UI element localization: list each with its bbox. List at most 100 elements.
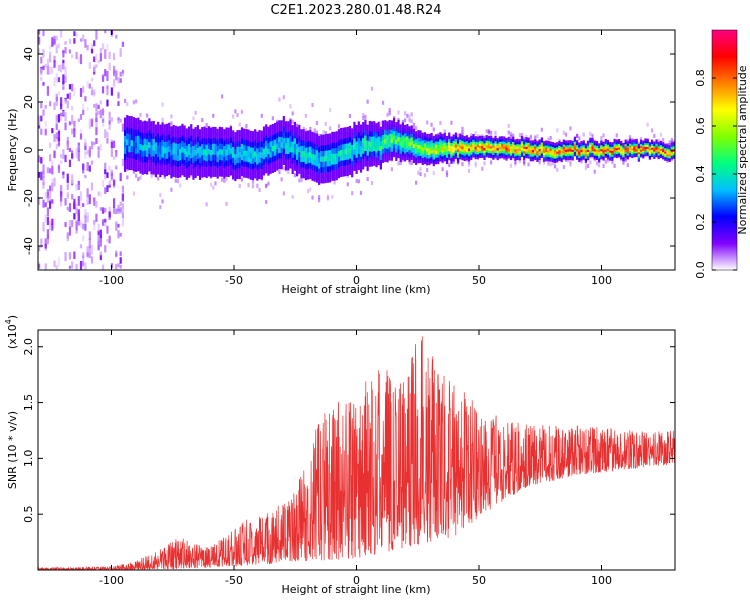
heatmap-cell (88, 231, 91, 240)
heatmap-cell (545, 151, 548, 155)
heatmap-cell (165, 141, 169, 148)
heatmap-cell (626, 143, 629, 146)
heatmap-cell (289, 151, 292, 158)
heatmap-cell (185, 139, 188, 146)
heatmap-cell (57, 143, 61, 147)
heatmap-cell (454, 132, 457, 137)
heatmap-cell (73, 38, 76, 44)
heatmap-cell (79, 219, 83, 228)
heatmap-cell (637, 147, 640, 151)
heatmap-cell (179, 131, 182, 138)
heatmap-cell (474, 148, 477, 152)
heatmap-cell (278, 163, 281, 170)
heatmap-cell (115, 34, 118, 39)
heatmap-cell (562, 150, 565, 154)
heatmap-cell (49, 66, 52, 75)
heatmap-cell (51, 218, 54, 225)
heatmap-cell (467, 155, 471, 159)
heatmap-cell (434, 137, 438, 142)
heatmap-cell (417, 133, 420, 138)
heatmap-cell (207, 142, 210, 149)
heatmap-cell (357, 179, 360, 184)
heatmap-cell (225, 132, 228, 139)
heatmap-cell (163, 174, 166, 179)
heatmap-cell (337, 166, 341, 173)
heatmap-cell (60, 104, 63, 110)
heatmap-cell (408, 126, 411, 131)
heatmap-cell (238, 122, 241, 127)
heatmap-cell (53, 35, 56, 46)
heatmap-cell (419, 144, 422, 149)
heatmap-cell (602, 147, 605, 151)
heatmap-cell (388, 133, 391, 139)
heatmap-cell (282, 153, 285, 160)
heatmap-cell (146, 113, 149, 118)
heatmap-cell (190, 124, 193, 131)
heatmap-cell (668, 157, 671, 161)
heatmap-cell (505, 140, 508, 144)
heatmap-cell (46, 58, 50, 66)
heatmap-cell (637, 159, 640, 162)
heatmap-cell (101, 180, 105, 188)
heatmap-cell (267, 169, 270, 176)
heatmap-cell (93, 64, 96, 72)
heatmap-cell (470, 146, 473, 150)
heatmap-cell (606, 153, 610, 157)
heatmap-cell (670, 149, 674, 153)
heatmap-cell (426, 161, 429, 166)
heatmap-cell (291, 152, 294, 158)
heatmap-cell (203, 143, 206, 150)
heatmap-cell (110, 141, 113, 148)
heatmap-cell (370, 121, 374, 127)
heatmap-cell (426, 144, 429, 149)
heatmap-cell (181, 135, 184, 142)
spectrogram-y-tick-label: 20 (22, 95, 35, 109)
heatmap-cell (540, 155, 543, 158)
heatmap-cell (595, 145, 599, 148)
heatmap-cell (298, 135, 301, 142)
heatmap-cell (384, 152, 387, 158)
heatmap-cell (417, 130, 420, 135)
heatmap-cell (38, 30, 41, 35)
heatmap-cell (82, 109, 85, 115)
heatmap-cell (659, 142, 663, 146)
heatmap-cell (293, 148, 296, 155)
heatmap-cell (617, 141, 621, 144)
heatmap-cell (214, 171, 217, 177)
heatmap-cell (214, 143, 217, 150)
heatmap-cell (368, 151, 371, 157)
heatmap-cell (423, 153, 427, 158)
heatmap-cell (315, 121, 319, 126)
heatmap-cell (553, 155, 557, 159)
heatmap-cell (313, 148, 316, 155)
heatmap-cell (443, 139, 446, 143)
heatmap-cell (126, 115, 129, 122)
heatmap-cell (366, 134, 369, 141)
heatmap-cell (362, 116, 365, 121)
heatmap-cell (426, 140, 429, 145)
heatmap-cell (662, 149, 665, 153)
heatmap-cell (364, 129, 367, 136)
heatmap-cell (525, 139, 528, 143)
heatmap-cell (368, 120, 371, 127)
heatmap-cell (146, 133, 149, 140)
heatmap-cell (415, 180, 418, 185)
heatmap-cell (185, 173, 188, 180)
heatmap-cell (201, 166, 204, 173)
heatmap-cell (132, 117, 136, 124)
heatmap-cell (258, 188, 261, 193)
heatmap-cell (529, 136, 532, 141)
heatmap-cell (315, 155, 319, 162)
heatmap-cell (514, 153, 517, 157)
heatmap-cell (448, 162, 451, 167)
heatmap-cell (648, 142, 651, 145)
heatmap-cell (642, 144, 645, 147)
heatmap-cell (507, 143, 510, 147)
heatmap-cell (128, 116, 131, 123)
heatmap-cell (573, 142, 577, 146)
heatmap-cell (536, 150, 539, 154)
heatmap-cell (176, 132, 180, 139)
heatmap-cell (77, 144, 80, 151)
heatmap-cell (606, 158, 610, 163)
heatmap-cell (64, 198, 67, 206)
